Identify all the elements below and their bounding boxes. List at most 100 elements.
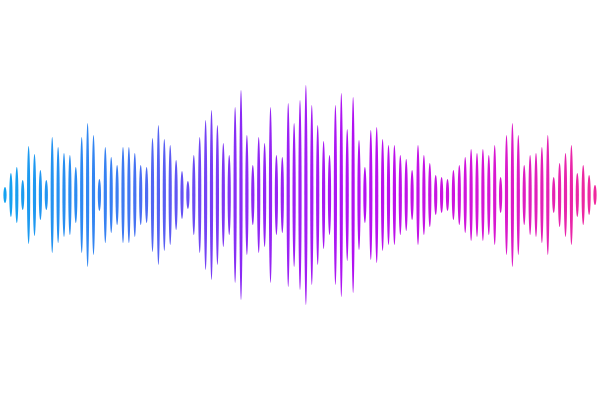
waveform-bar	[97, 179, 101, 211]
waveform-bars	[3, 85, 597, 305]
waveform-bar	[3, 187, 7, 203]
waveform-bar	[74, 167, 78, 223]
waveform-bar	[68, 155, 72, 235]
waveform-bar	[192, 155, 196, 235]
waveform-bar	[392, 145, 396, 245]
waveform-bar	[345, 129, 349, 261]
waveform-bar	[546, 135, 550, 255]
waveform-bar	[174, 160, 178, 230]
waveform-bar	[162, 139, 166, 251]
waveform-bar	[204, 120, 208, 270]
waveform-bar	[168, 145, 172, 245]
waveform-bar	[339, 93, 343, 297]
waveform-bar	[552, 177, 556, 213]
waveform-bar	[522, 165, 526, 225]
waveform-bar	[587, 175, 591, 215]
waveform-bar	[233, 107, 237, 283]
waveform-bar	[440, 177, 444, 213]
waveform-bar	[32, 154, 37, 236]
waveform-bar	[504, 135, 509, 255]
waveform-bar	[227, 155, 231, 235]
waveform-bar	[263, 143, 267, 247]
waveform-bar	[115, 165, 119, 225]
waveform-bar	[475, 153, 479, 237]
waveform-bar	[304, 85, 308, 305]
waveform-bar	[333, 105, 337, 285]
waveform-bar	[9, 173, 13, 217]
waveform-bar	[280, 157, 284, 233]
waveform-bar	[457, 165, 461, 225]
waveform-bar	[156, 125, 160, 265]
waveform-bar	[487, 155, 491, 235]
waveform-bar	[145, 167, 149, 223]
waveform-bar	[563, 153, 568, 237]
waveform-bar	[80, 137, 84, 253]
waveform-bar	[593, 185, 597, 205]
waveform-bar	[434, 175, 438, 215]
waveform-bar	[463, 157, 467, 233]
waveform-bar	[581, 165, 585, 225]
waveform-bar	[316, 125, 320, 265]
waveform-bar	[15, 167, 19, 223]
waveform-bar	[451, 170, 455, 220]
waveform-bar	[274, 155, 278, 235]
waveform-bar	[239, 90, 243, 300]
waveform-bar	[215, 125, 219, 265]
waveform-bar	[534, 153, 538, 237]
waveform-bar	[363, 167, 367, 223]
waveform-bar	[569, 145, 574, 245]
waveform-bar	[540, 147, 544, 243]
waveform-bar	[493, 145, 497, 245]
waveform-bar	[103, 147, 107, 243]
waveform-bar	[386, 145, 391, 245]
waveform-bar	[257, 137, 261, 253]
waveform-bar	[209, 110, 214, 280]
waveform-bar	[481, 149, 485, 241]
waveform-bar	[310, 105, 314, 285]
waveform-bar	[292, 123, 296, 267]
waveform-bar	[56, 147, 60, 243]
waveform-bar	[286, 103, 290, 287]
waveform-bar	[221, 143, 225, 247]
waveform-bar	[510, 123, 514, 267]
waveform-bar	[198, 137, 202, 253]
waveform-bar	[91, 135, 96, 255]
waveform-bar	[327, 155, 332, 235]
waveform-bar	[44, 180, 48, 210]
waveform-bar	[516, 135, 520, 255]
waveform-bar	[21, 180, 25, 210]
waveform-bar	[186, 181, 190, 209]
waveform-bar	[298, 100, 302, 290]
waveform-bar	[109, 157, 113, 233]
waveform-bar	[428, 163, 432, 227]
waveform-bar	[322, 141, 326, 249]
waveform-bar	[398, 155, 402, 235]
waveform-bar	[375, 127, 379, 263]
waveform-bar	[50, 137, 54, 253]
waveform-bar	[528, 155, 532, 235]
waveform-bar	[404, 159, 408, 231]
waveform-bar	[27, 146, 31, 244]
waveform-bar	[245, 135, 249, 255]
waveform-bar	[357, 140, 361, 250]
waveform-bar	[38, 170, 43, 220]
waveform-bar	[251, 165, 255, 225]
waveform-bar	[121, 147, 125, 243]
waveform-bar	[445, 179, 450, 211]
waveform-bar	[369, 130, 373, 260]
waveform-bar	[86, 123, 90, 267]
waveform-bar	[150, 138, 155, 252]
waveform-bar	[351, 97, 355, 293]
waveform-bar	[127, 147, 131, 243]
waveform-bar	[469, 149, 473, 241]
waveform-bar	[133, 153, 137, 237]
waveform-bar	[575, 173, 579, 217]
waveform-bar	[381, 139, 385, 251]
waveform-bar	[422, 155, 426, 235]
waveform-bar	[139, 165, 143, 225]
waveform-bar	[62, 153, 66, 237]
waveform-bar	[416, 145, 420, 245]
waveform-bar	[268, 107, 273, 283]
waveform-bar	[410, 170, 414, 220]
